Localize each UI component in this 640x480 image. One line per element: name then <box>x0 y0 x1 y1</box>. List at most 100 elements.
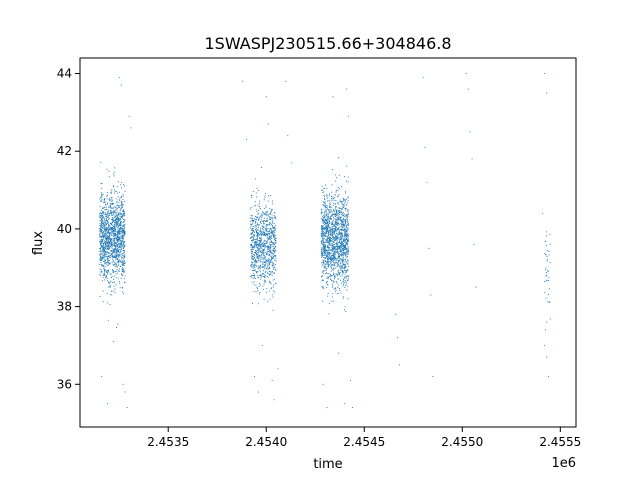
data-point <box>102 247 104 249</box>
data-point <box>111 250 113 252</box>
data-point <box>334 256 336 259</box>
data-point <box>270 261 272 263</box>
data-point <box>251 229 253 231</box>
data-point <box>121 217 123 219</box>
data-point <box>346 165 348 167</box>
data-point <box>324 244 326 246</box>
data-point <box>338 213 340 215</box>
data-point <box>117 232 119 234</box>
data-point <box>335 225 337 227</box>
data-point <box>104 220 106 222</box>
data-point <box>344 263 347 266</box>
data-point <box>326 208 328 210</box>
data-point <box>334 251 336 253</box>
data-point <box>111 253 113 255</box>
data-point <box>338 287 341 290</box>
data-point <box>112 240 114 242</box>
data-point <box>322 230 324 232</box>
data-point <box>322 201 324 203</box>
data-point <box>100 270 103 273</box>
data-point <box>117 249 119 251</box>
data-point <box>264 214 266 216</box>
data-point <box>250 246 252 248</box>
data-point <box>258 219 260 221</box>
data-point <box>104 243 107 245</box>
data-point <box>262 262 264 264</box>
data-point <box>325 204 327 206</box>
data-point <box>336 251 338 254</box>
data-point <box>264 266 266 268</box>
data-point <box>255 271 257 273</box>
data-point <box>324 241 326 243</box>
data-point <box>258 244 260 246</box>
data-point <box>260 276 262 278</box>
data-point <box>325 250 327 252</box>
data-point <box>263 276 265 278</box>
data-point <box>320 226 322 228</box>
data-point <box>330 279 333 282</box>
data-point <box>113 252 115 254</box>
data-point <box>331 285 334 287</box>
data-point <box>465 72 467 75</box>
data-point <box>331 233 333 235</box>
data-point <box>112 245 114 247</box>
data-point <box>345 213 347 215</box>
y-tick-label: 36 <box>57 377 72 391</box>
data-point <box>268 247 270 249</box>
data-point <box>330 241 332 243</box>
data-point <box>123 219 126 221</box>
data-point <box>324 210 326 212</box>
data-point <box>105 223 107 225</box>
data-point <box>119 282 121 284</box>
data-point <box>340 234 342 236</box>
data-point <box>345 228 347 231</box>
data-point <box>342 229 344 231</box>
data-point <box>334 229 337 232</box>
data-point <box>107 212 109 214</box>
data-point <box>344 245 346 247</box>
data-point <box>347 223 349 225</box>
data-point <box>342 246 344 248</box>
data-point <box>334 209 336 211</box>
data-point <box>253 239 255 241</box>
data-point <box>106 220 108 222</box>
data-point <box>116 266 118 268</box>
data-point <box>343 219 346 221</box>
data-point <box>329 243 331 245</box>
data-point <box>102 208 104 210</box>
data-point <box>100 231 102 233</box>
data-point <box>111 196 113 199</box>
data-point <box>119 226 121 228</box>
data-point <box>270 241 273 243</box>
data-point <box>110 233 112 235</box>
data-point <box>257 256 259 258</box>
data-point <box>342 296 344 298</box>
data-point <box>117 236 119 238</box>
data-point <box>118 256 120 258</box>
data-point <box>255 240 257 242</box>
data-point <box>106 203 109 205</box>
data-point <box>123 258 125 260</box>
data-point <box>331 300 333 302</box>
data-point <box>106 194 109 196</box>
data-point <box>347 197 349 199</box>
data-point <box>264 232 266 234</box>
data-point <box>123 241 125 243</box>
data-point <box>250 237 252 240</box>
data-point <box>323 263 325 265</box>
data-point <box>328 237 330 240</box>
data-point <box>119 253 121 255</box>
data-point <box>107 237 109 240</box>
data-point <box>348 115 350 117</box>
data-point <box>336 177 338 179</box>
data-point <box>106 257 108 259</box>
data-point <box>326 232 328 234</box>
data-point <box>337 260 339 262</box>
data-point <box>113 275 115 277</box>
data-point <box>346 286 348 288</box>
data-point <box>262 244 265 246</box>
data-point <box>271 257 273 259</box>
data-point <box>255 245 257 247</box>
data-point <box>259 266 261 268</box>
data-point <box>108 241 110 243</box>
